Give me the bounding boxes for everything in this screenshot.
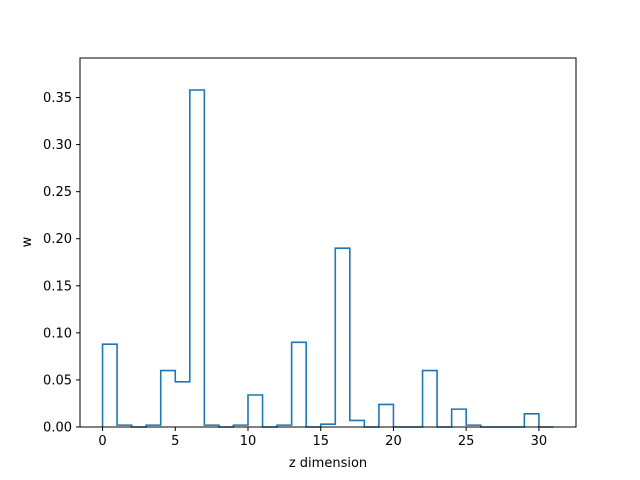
x-axis-label: z dimension [289,456,367,471]
x-tick-label: 25 [458,434,475,449]
x-tick-label: 0 [98,434,106,449]
y-tick-label: 0.10 [43,326,72,341]
x-tick-label: 10 [240,434,257,449]
y-tick-label: 0.15 [43,279,72,294]
y-tick-label: 0.20 [43,232,72,247]
plot-frame [79,57,577,428]
y-axis-label: w [20,236,35,247]
x-tick-label: 30 [531,434,548,449]
y-tick-label: 0.30 [43,138,72,153]
x-tick-label: 15 [312,434,329,449]
x-tick-label: 5 [171,434,179,449]
y-tick-label: 0.00 [43,421,72,436]
x-tick-label: 20 [385,434,402,449]
y-tick-label: 0.05 [43,373,72,388]
y-tick-label: 0.35 [43,91,72,106]
axis-ticks: 0 5 10 15 20 25 30 0.00 0.05 0.10 0.15 0.20 0.25 0.30… [43,91,547,449]
y-tick-label: 0.25 [43,185,72,200]
